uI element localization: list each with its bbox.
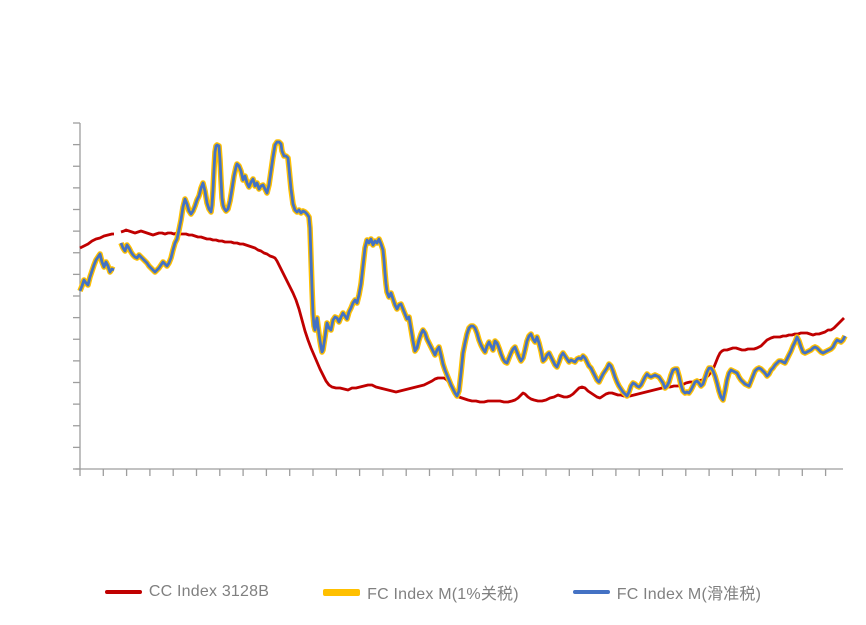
- legend-item-fc-index-m-1pct-tariff: FC Index M(1%关税): [323, 580, 519, 604]
- series-line-fc-index-m-1-: [118, 139, 848, 403]
- legend-item-fc-index-m-sliding-duty: FC Index M(滑准税): [572, 580, 762, 604]
- legend-item-cc-index-3128b: CC Index 3128B: [104, 583, 270, 601]
- legend: CC Index 3128B FC Index M(1%关税) FC Index…: [0, 580, 866, 604]
- legend-label-fc-index-m-1pct-tariff: FC Index M(1%关税): [367, 586, 519, 603]
- series-line-cc-index-3128b: [120, 228, 845, 404]
- legend-label-cc-index-3128b: CC Index 3128B: [148, 583, 270, 600]
- legend-line-marker-blue: [572, 590, 610, 594]
- legend-label-fc-index-m-sliding-duty: FC Index M(滑准税): [616, 586, 762, 603]
- legend-line-marker-gold: [323, 588, 361, 596]
- legend-line-marker-red: [104, 590, 142, 594]
- series-line-cc-index-3128b: [79, 232, 114, 250]
- series-line-fc-index-m-: [78, 252, 115, 292]
- series-line-fc-index-m-: [119, 140, 847, 402]
